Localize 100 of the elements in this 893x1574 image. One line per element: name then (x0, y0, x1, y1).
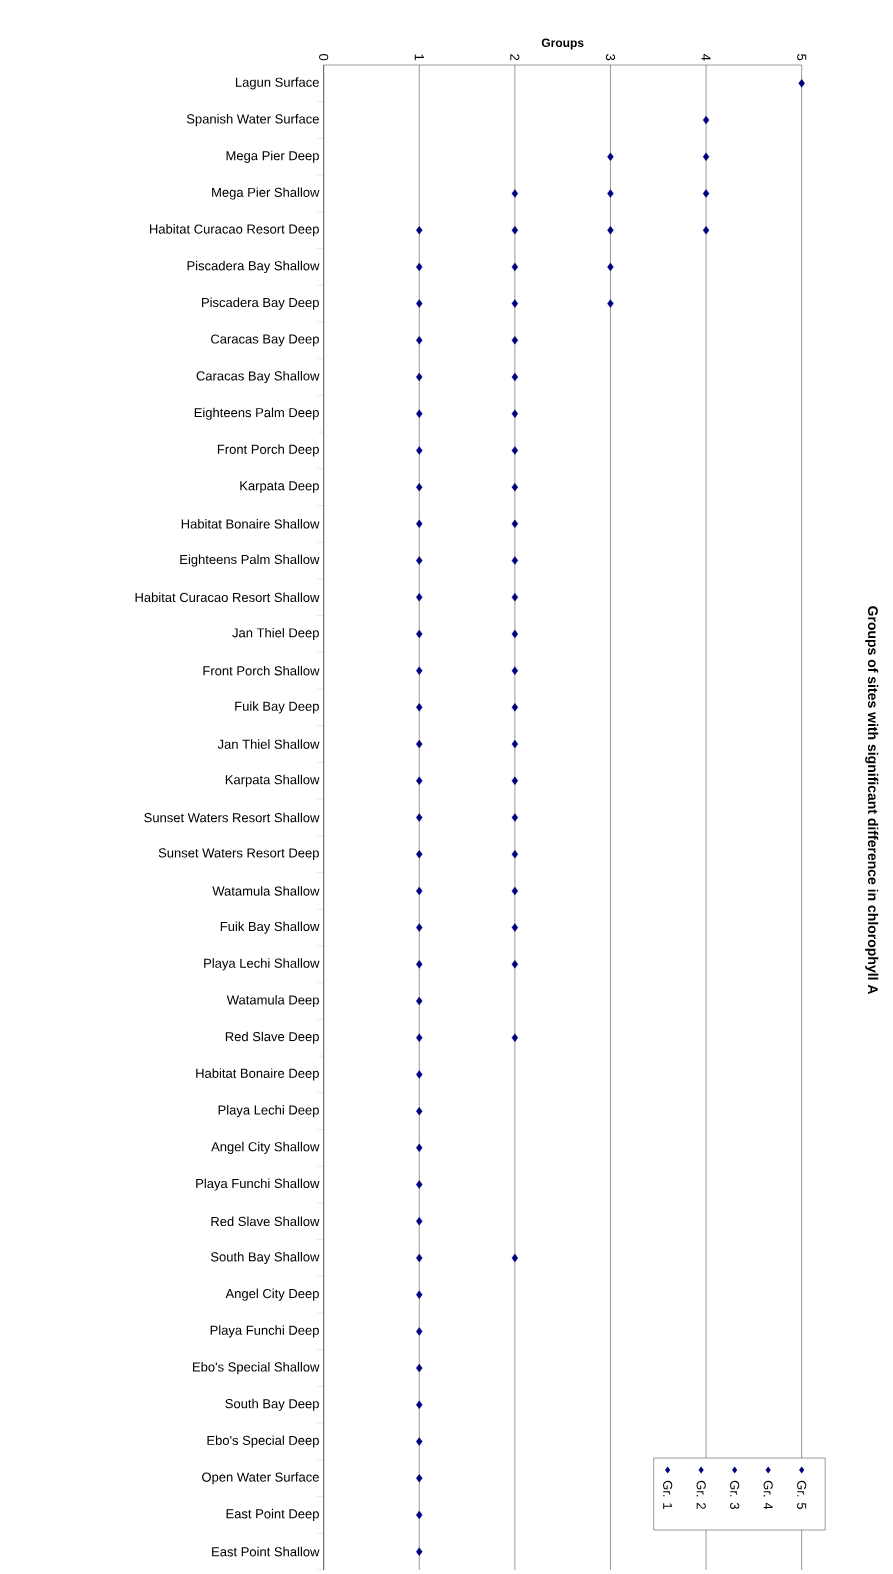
point (416, 1290, 423, 1299)
x-tick-label: 5 (797, 54, 807, 61)
y-tick-label: Open Water Surface (202, 1472, 320, 1485)
point (607, 299, 614, 308)
point (416, 923, 423, 932)
point (511, 666, 519, 675)
point (416, 1510, 423, 1520)
point (416, 593, 423, 602)
point (511, 923, 519, 932)
point (511, 299, 519, 308)
point (607, 262, 614, 272)
point (416, 813, 423, 822)
point (511, 813, 519, 822)
y-tick-label: Playa Lechi Shallow (204, 958, 320, 971)
point (416, 1400, 423, 1409)
legend-label: Gr. 1 (663, 1480, 673, 1509)
x-tick-label: 1 (414, 54, 424, 61)
y-tick-label: Caracas Bay Shallow (196, 370, 320, 384)
point (416, 1253, 423, 1263)
y-tick-label: East Point Shallow (212, 1546, 320, 1557)
point (607, 225, 614, 235)
point (416, 996, 423, 1006)
y-tick-label: Front Porch Deep (218, 444, 320, 457)
y-tick-label: Watamula Shallow (212, 886, 320, 896)
y-tick-label: Lagun Surface (236, 77, 320, 90)
x-tick-label: 0 (319, 54, 329, 61)
point (511, 446, 519, 455)
point (511, 262, 519, 272)
x-tick-label: 3 (606, 54, 616, 61)
point (703, 189, 710, 198)
point (416, 1143, 423, 1153)
y-tick-label: Spanish Water Surface (187, 114, 320, 127)
point (416, 960, 423, 969)
y-tick-label: Ebo's Special Deep (207, 1435, 320, 1448)
point (416, 850, 423, 859)
y-tick-label: Mega Pier Deep (226, 150, 320, 163)
y-tick-label: Karpata Shallow (226, 774, 320, 787)
point (416, 262, 423, 272)
point (511, 739, 519, 749)
y-tick-label: Karpata Deep (240, 481, 320, 493)
point (511, 372, 519, 382)
point (511, 593, 519, 602)
point (607, 189, 614, 198)
y-tick-label: Front Porch Shallow (203, 665, 320, 676)
legend-label: Gr. 4 (763, 1480, 773, 1510)
y-tick-label: Habitat Curacao Resort Shallow (135, 592, 320, 603)
point (703, 225, 710, 235)
point (416, 1474, 423, 1483)
y-tick-label: Eighteens Palm Shallow (180, 554, 320, 567)
point (416, 886, 423, 896)
y-tick-label: Ebo's Special Shallow (193, 1362, 320, 1375)
y-tick-label: East Point Deep (226, 1508, 320, 1521)
point (511, 482, 519, 492)
y-tick-label: Piscadera Bay Deep (202, 297, 320, 310)
point (416, 1106, 423, 1116)
x-tick-label: 4 (701, 53, 711, 61)
point (416, 1437, 423, 1446)
y-tick-label: Playa Funchi Shallow (196, 1178, 320, 1191)
point (416, 482, 423, 492)
legend-label: Gr. 3 (730, 1480, 740, 1510)
y-tick-label: Red Slave Shallow (211, 1216, 320, 1227)
y-tick-label: Eighteens Palm Deep (194, 407, 320, 420)
y-tick-label: Playa Funchi Deep (210, 1325, 320, 1338)
point (416, 1363, 423, 1373)
point (416, 629, 423, 639)
y-tick-label: South Bay Deep (225, 1398, 320, 1411)
y-tick-label: Red Slave Deep (226, 1031, 320, 1044)
y-tick-label: Watamula Deep (226, 994, 320, 1008)
point (703, 115, 710, 125)
y-tick-label: Mega Pier Shallow (212, 187, 320, 200)
point (416, 666, 423, 675)
y-tick-label: Habitat Bonaire Deep (196, 1068, 320, 1081)
point (416, 1217, 423, 1226)
legend-label: Gr. 5 (797, 1480, 807, 1510)
point (416, 1327, 423, 1336)
point (511, 629, 519, 639)
point (416, 299, 423, 308)
point (607, 152, 614, 161)
y-tick-label: Fuik Bay Shallow (221, 921, 320, 934)
point (511, 409, 519, 418)
point (416, 556, 423, 565)
point (511, 703, 519, 712)
legend-label: Gr. 2 (696, 1480, 706, 1509)
point (416, 703, 423, 712)
point (416, 1547, 423, 1556)
point (511, 850, 519, 859)
point (511, 189, 519, 198)
point (416, 1180, 423, 1189)
point (416, 409, 423, 418)
point (416, 1070, 423, 1079)
text: Groups of sites with significant difference in chlorophyll A (865, 606, 879, 995)
point (416, 776, 423, 785)
point (416, 372, 423, 382)
point (511, 960, 519, 969)
point (416, 739, 423, 749)
y-tick-label: Habitat Curacao Resort Deep (150, 224, 320, 237)
y-tick-label: Habitat Bonaire Shallow (181, 519, 320, 529)
point (511, 1253, 519, 1263)
y-tick-label: Jan Thiel Deep (232, 627, 320, 641)
y-tick-label: Sunset Waters Resort Deep (158, 848, 320, 861)
